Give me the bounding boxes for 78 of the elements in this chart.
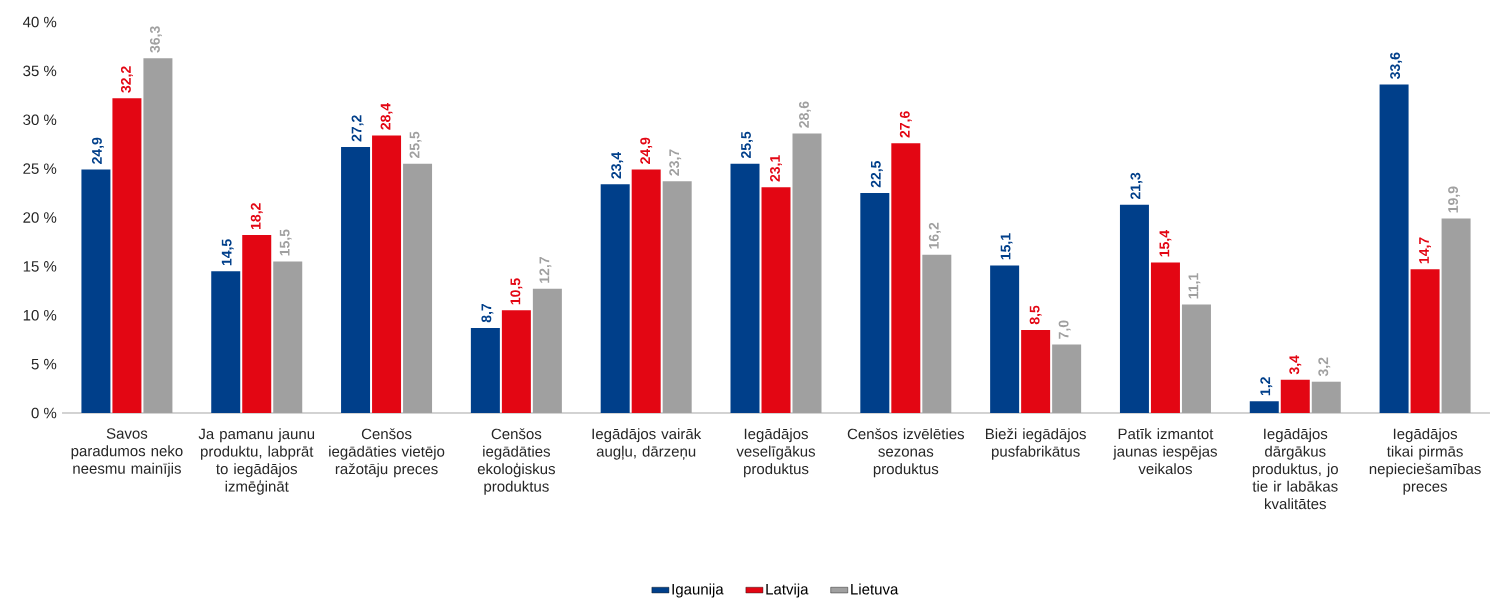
y-tick-label: 20 % — [23, 212, 57, 223]
x-tick-label: Iegādājos veselīgākus produktus — [736, 428, 816, 478]
bar — [860, 193, 890, 413]
data-label: 23,4 — [611, 151, 624, 179]
bar — [242, 235, 272, 413]
y-tick-label: 10 % — [23, 309, 57, 321]
x-tick-label: Bieži iegādājos pusfabrikātus — [985, 428, 1086, 460]
bar — [341, 147, 371, 413]
data-label: 11,1 — [1188, 273, 1201, 299]
x-tick-label: Cenšos iegādāties vietējo ražotāju preces — [329, 428, 445, 478]
bar — [372, 135, 402, 413]
bar — [1280, 379, 1310, 413]
bar — [1119, 204, 1149, 413]
x-tick-label: Iegādājos dārgākus produktus, jo tie ir labākas kvalitātes — [1252, 428, 1338, 510]
data-label: 8,5 — [1029, 305, 1042, 325]
data-label: 1,2 — [1260, 377, 1273, 396]
data-label: 21,3 — [1130, 172, 1143, 200]
y-tick-label: 0 % — [31, 407, 57, 419]
data-label: 15,4 — [1159, 230, 1172, 257]
data-label: 15,1 — [1000, 233, 1013, 260]
bar — [730, 163, 760, 413]
y-tick-label: 35 % — [23, 65, 57, 77]
bar — [470, 327, 500, 413]
data-label: 27,6 — [899, 111, 912, 138]
data-label: 15,5 — [279, 229, 292, 256]
bar — [891, 143, 921, 413]
bar — [1150, 262, 1180, 413]
bar — [211, 271, 241, 413]
legend-label: Igaunija — [672, 583, 724, 598]
data-label: 7,0 — [1058, 320, 1071, 339]
data-label: 28,6 — [799, 101, 811, 128]
data-label: 28,4 — [380, 103, 393, 130]
data-label: 18,2 — [250, 203, 263, 230]
bar — [112, 98, 142, 413]
data-label: 14,7 — [1419, 237, 1431, 264]
data-label: 3,2 — [1318, 357, 1331, 377]
y-tick-label: 15 % — [23, 261, 57, 272]
bar — [990, 265, 1020, 413]
data-label: 19,9 — [1448, 186, 1461, 213]
data-label: 10,5 — [510, 278, 523, 305]
legend-label: Latvija — [766, 583, 809, 598]
x-tick-label: Cenšos iegādāties ekoloģiskus produktus — [477, 428, 555, 495]
data-label: 33,6 — [1390, 52, 1403, 80]
data-label: 14,5 — [221, 239, 234, 266]
data-label: 16,2 — [928, 222, 941, 249]
bar — [81, 169, 111, 413]
data-label: 8,7 — [481, 303, 494, 323]
legend-label: Lietuva — [851, 583, 899, 595]
bar — [631, 169, 661, 413]
y-tick-label: 25 % — [23, 163, 57, 174]
y-tick-label: 40 % — [22, 16, 57, 28]
bar — [1379, 84, 1409, 413]
data-label: 25,5 — [409, 131, 422, 159]
data-label: 24,9 — [640, 137, 653, 164]
bar — [761, 187, 791, 413]
bar — [600, 184, 630, 413]
data-label: 3,4 — [1289, 355, 1302, 375]
data-label: 23,1 — [770, 155, 782, 182]
data-label: 22,5 — [870, 160, 883, 188]
x-tick-label: Iegādājos vairāk augļu, dārzeņu — [592, 428, 702, 460]
x-tick-label: Patīk izmantot jaunas iespējas veikalos — [1112, 428, 1217, 475]
data-label: 32,2 — [120, 66, 133, 93]
x-tick-label: Iegādājos tikai pirmās nepieciešamības preces — [1369, 428, 1481, 495]
x-tick-label: Savos paradumos neko neesmu mainījis — [71, 428, 183, 477]
data-label: 24,9 — [91, 137, 104, 164]
y-tick-label: 30 % — [23, 114, 57, 126]
data-label: 12,7 — [539, 257, 552, 283]
bar — [1410, 269, 1440, 413]
data-label: 23,7 — [669, 149, 682, 176]
bar — [1249, 401, 1279, 413]
data-label: 27,2 — [351, 115, 364, 142]
y-tick-label: 5 % — [31, 358, 57, 370]
data-label: 25,5 — [741, 131, 753, 159]
x-tick-label: Ja pamanu jaunu produktu, labprāt to iegādājos izmēģināt — [198, 428, 315, 495]
bar — [1021, 329, 1051, 413]
x-tick-label: Cenšos izvēlēties sezonas produktus — [847, 428, 965, 478]
data-label: 36,3 — [149, 26, 162, 53]
bar — [501, 310, 531, 413]
